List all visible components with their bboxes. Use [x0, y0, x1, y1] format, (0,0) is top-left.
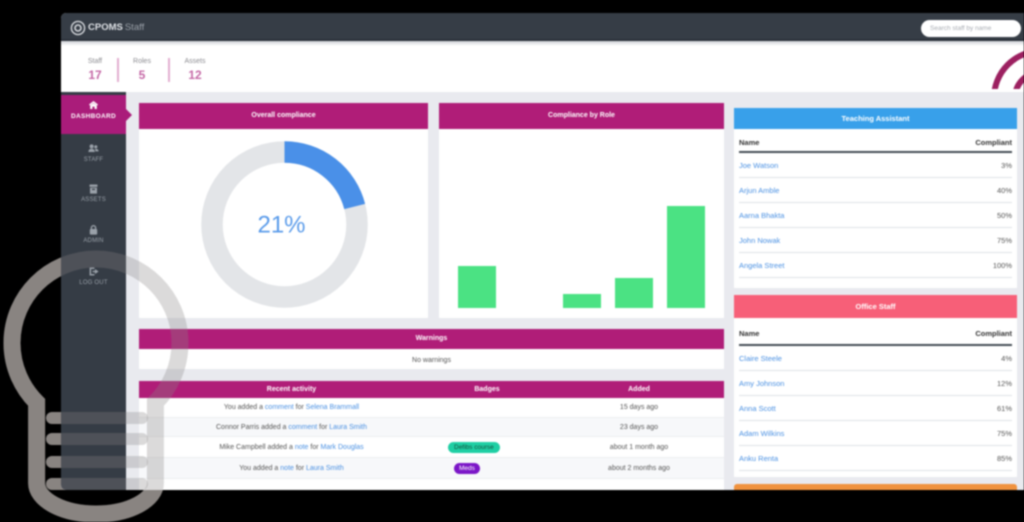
svg-text:21%: 21% [257, 212, 305, 239]
